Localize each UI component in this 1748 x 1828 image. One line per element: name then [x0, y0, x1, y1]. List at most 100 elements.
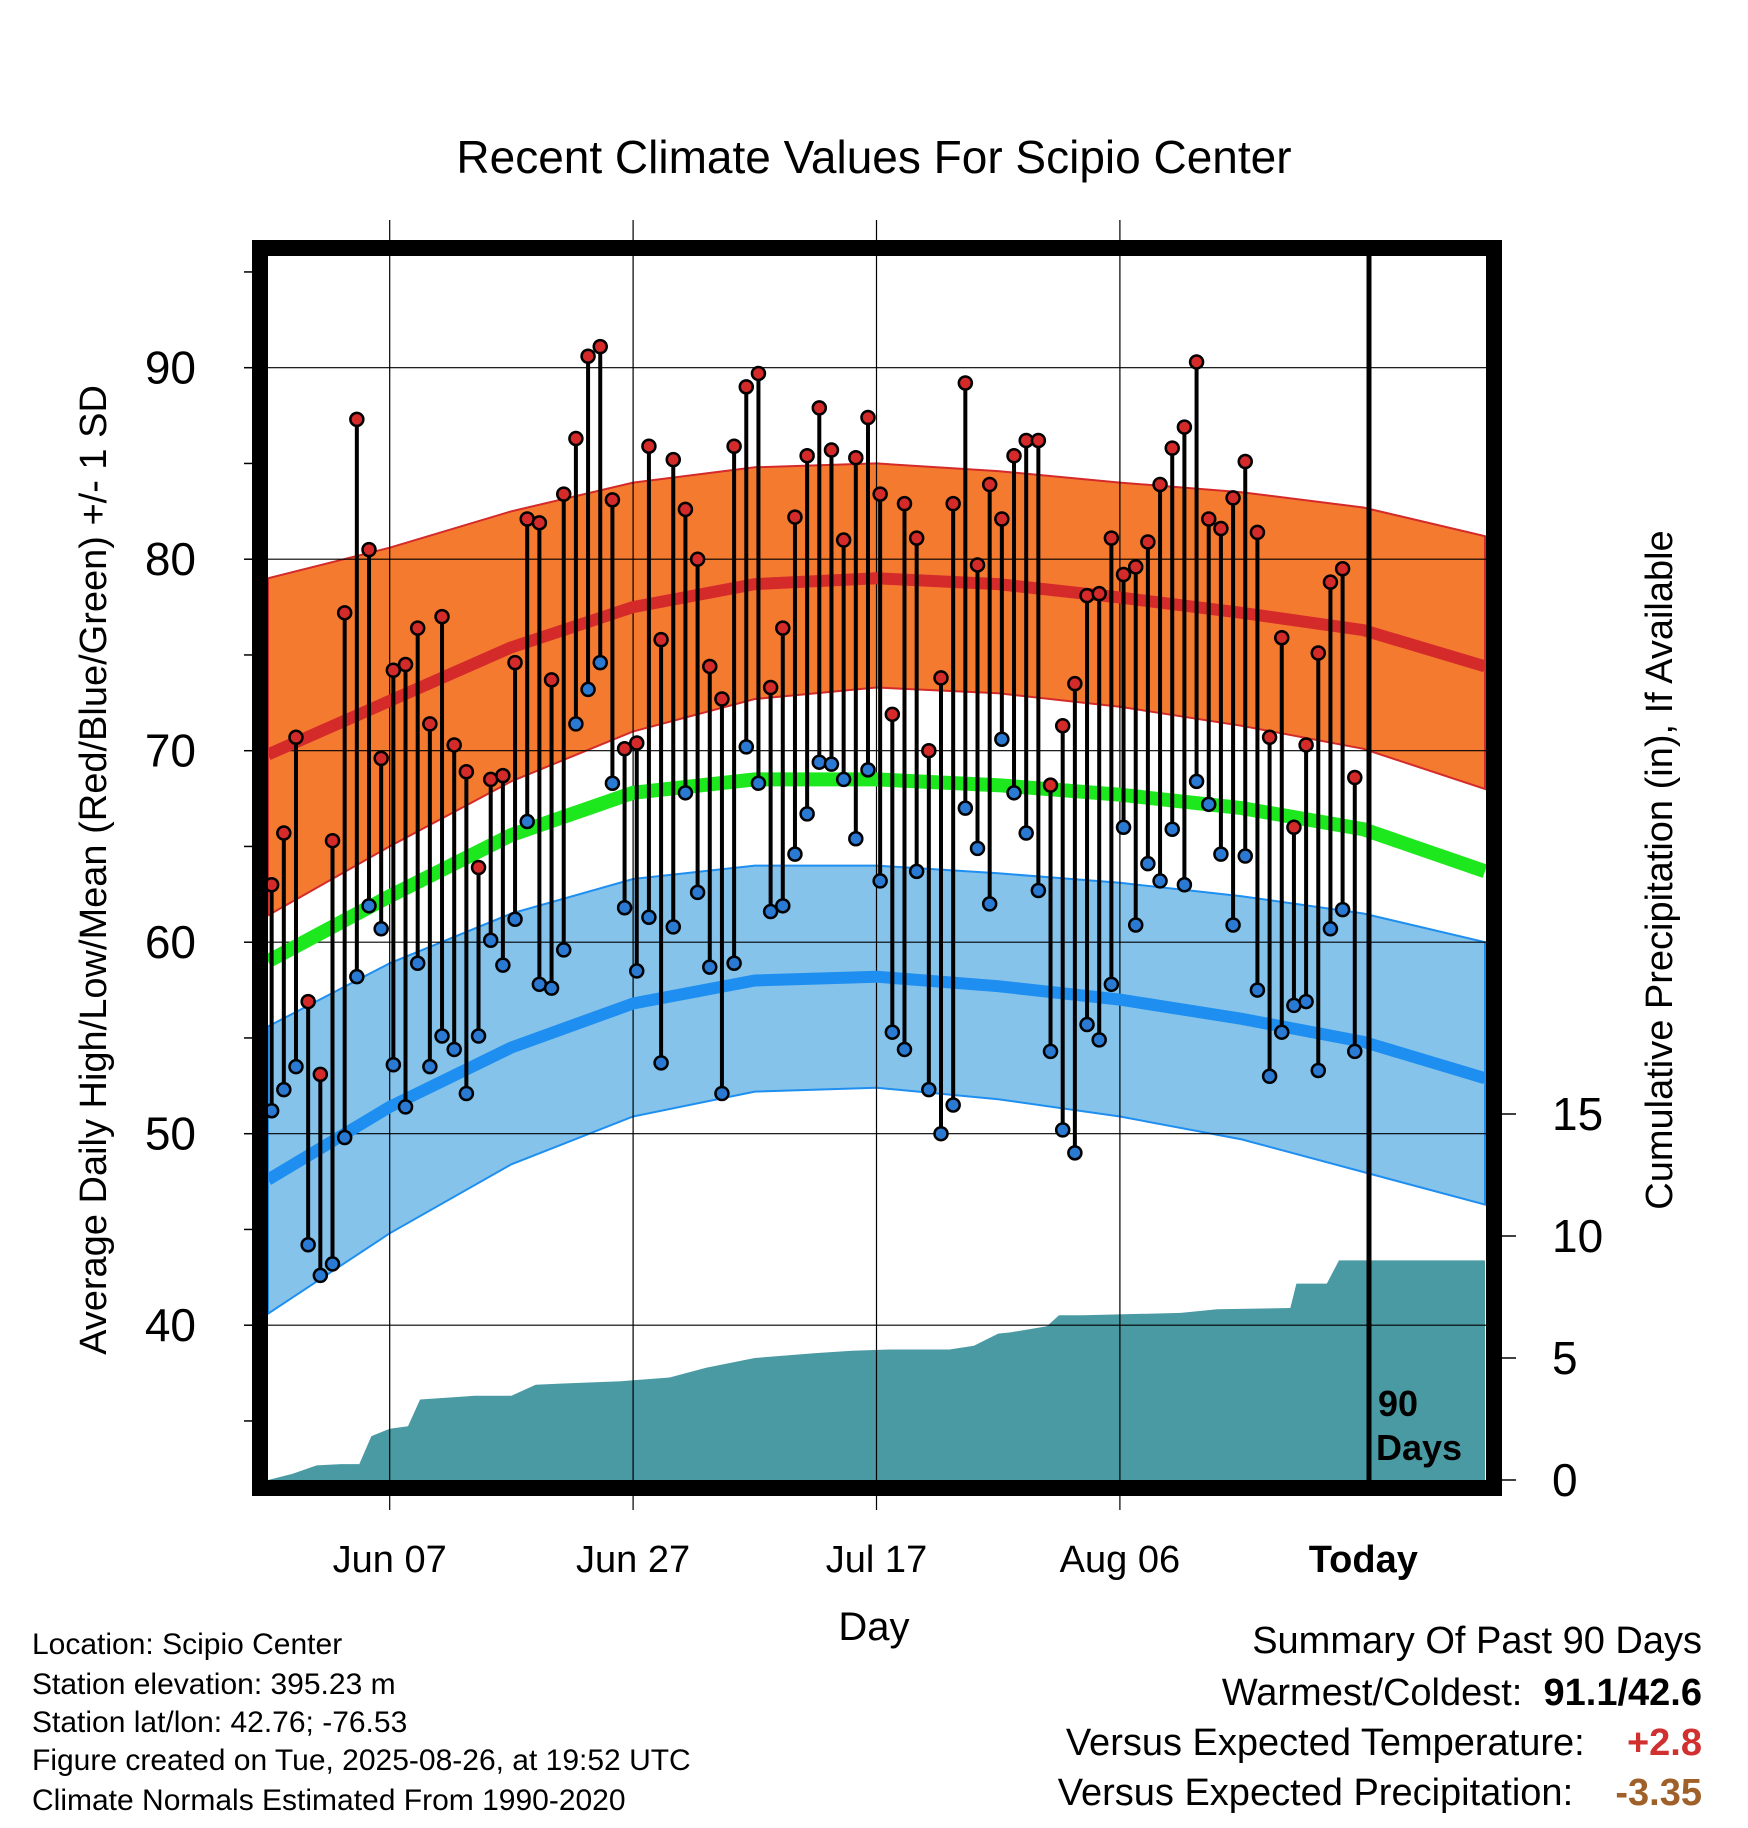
- daily-high-point: [860, 409, 876, 426]
- summary-warmest: Warmest/Coldest: 91.1/42.6: [1221, 1672, 1702, 1714]
- daily-low-point: [775, 898, 791, 914]
- daily-low-point: [1225, 917, 1241, 933]
- x-tick-label: Today: [1309, 1539, 1418, 1581]
- daily-low-point: [1018, 825, 1034, 841]
- normals-text: Climate Normals Estimated From 1990-2020: [32, 1784, 626, 1817]
- y-tick-label: 90: [145, 342, 196, 394]
- daily-high-point: [409, 620, 426, 636]
- daily-high-point: [994, 511, 1010, 527]
- daily-low-point: [1152, 873, 1168, 889]
- daily-high-point: [1127, 559, 1144, 575]
- daily-high-point: [1237, 453, 1254, 470]
- daily-high-point: [276, 825, 292, 841]
- daily-low-point: [312, 1267, 329, 1284]
- y-tick-label: 70: [145, 725, 196, 777]
- daily-low-point: [750, 775, 767, 792]
- daily-high-point: [714, 691, 730, 707]
- daily-high-point: [349, 411, 365, 428]
- daily-high-point: [945, 495, 961, 512]
- daily-low-point: [1030, 882, 1047, 899]
- daily-low-point: [1274, 1024, 1290, 1040]
- daily-high-point: [1310, 645, 1327, 661]
- x-tick-label: Aug 06: [1060, 1539, 1180, 1581]
- daily-high-point: [775, 620, 791, 636]
- daily-high-point: [568, 430, 584, 447]
- daily-low-point: [1103, 976, 1120, 993]
- x-tick-label: Jul 17: [826, 1539, 927, 1581]
- daily-low-point: [1249, 982, 1266, 998]
- daily-low-point: [665, 919, 682, 935]
- y-tick-label: 60: [145, 916, 196, 968]
- daily-low-point: [872, 873, 888, 889]
- daily-high-point: [580, 348, 596, 364]
- high-sd-band: [268, 462, 1486, 917]
- daily-high-point: [373, 750, 389, 767]
- daily-low-point: [507, 911, 523, 927]
- daily-high-point: [1140, 534, 1156, 550]
- daily-high-point: [1006, 448, 1022, 464]
- y-axis-title: Average Daily High/Low/Mean (Red/Blue/Gr…: [73, 385, 115, 1355]
- daily-low-point: [458, 1085, 475, 1102]
- daily-high-point: [1176, 419, 1193, 435]
- daily-high-point: [738, 379, 755, 395]
- daily-low-point: [1322, 921, 1339, 937]
- x-axis-title: Day: [838, 1605, 909, 1649]
- chart-title: Recent Climate Values For Scipio Center: [456, 131, 1291, 183]
- daily-high-point: [543, 672, 560, 688]
- daily-high-point: [835, 532, 852, 548]
- summary-precip: Versus Expected Precipitation: -3.35: [1058, 1772, 1702, 1815]
- daily-high-point: [799, 448, 815, 464]
- daily-high-point: [702, 658, 718, 675]
- daily-low-point: [482, 932, 499, 949]
- elevation-text: Station elevation: 395.23 m: [32, 1668, 396, 1701]
- daily-high-point: [872, 486, 888, 502]
- y-tick-label: 50: [145, 1108, 196, 1160]
- daily-low-point: [1067, 1145, 1083, 1161]
- daily-low-point: [677, 785, 694, 801]
- normal-high-line: [265, 572, 1487, 760]
- daily-high-point: [762, 679, 779, 696]
- daily-low-point: [519, 813, 535, 830]
- daily-high-point: [1042, 777, 1059, 793]
- daily-low-point: [787, 846, 803, 862]
- daily-high-point: [1274, 629, 1290, 646]
- y-right-tick-label: 10: [1552, 1210, 1603, 1262]
- plot-frame: [252, 240, 1502, 1496]
- low-sd-band: [268, 864, 1486, 1315]
- daily-high-point: [1103, 530, 1120, 546]
- daily-low-point: [835, 771, 852, 788]
- gridlines: [268, 220, 1486, 1510]
- location-text: Location: Scipio Center: [32, 1628, 343, 1661]
- y-right-tick-label: 0: [1552, 1454, 1578, 1506]
- today-marker-label: 90 Days: [1376, 1383, 1462, 1468]
- daily-high-point: [665, 451, 682, 468]
- daily-low-point: [762, 903, 779, 920]
- daily-high-point: [288, 729, 304, 746]
- daily-low-point: [568, 716, 584, 732]
- daily-low-point: [616, 899, 633, 916]
- daily-high-point: [434, 608, 450, 625]
- daily-high-point: [1286, 819, 1302, 836]
- daily-low-point: [921, 1081, 937, 1098]
- daily-high-point: [653, 631, 669, 648]
- daily-high-point: [1298, 737, 1314, 753]
- daily-low-point: [592, 654, 608, 671]
- daily-high-point: [981, 476, 998, 493]
- daily-low-point: [434, 1028, 450, 1044]
- temp-value: +2.8: [1626, 1722, 1702, 1764]
- daily-high-point: [555, 486, 572, 502]
- daily-low-point: [422, 1058, 438, 1075]
- latlon-text: Station lat/lon: 42.76; -76.53: [32, 1706, 408, 1739]
- daily-low-point: [714, 1085, 730, 1102]
- daily-low-point: [799, 806, 815, 822]
- daily-low-point: [361, 898, 377, 914]
- x-tick-label: Jun 07: [333, 1539, 447, 1581]
- daily-low-point: [1334, 901, 1351, 918]
- daily-low-point: [300, 1237, 316, 1253]
- daily-low-point: [555, 942, 572, 958]
- daily-low-point: [1213, 846, 1229, 862]
- daily-low-point: [738, 739, 755, 755]
- daily-high-point: [1152, 476, 1168, 493]
- created-text: Figure created on Tue, 2025-08-26, at 19…: [32, 1744, 691, 1777]
- daily-high-point: [470, 859, 487, 876]
